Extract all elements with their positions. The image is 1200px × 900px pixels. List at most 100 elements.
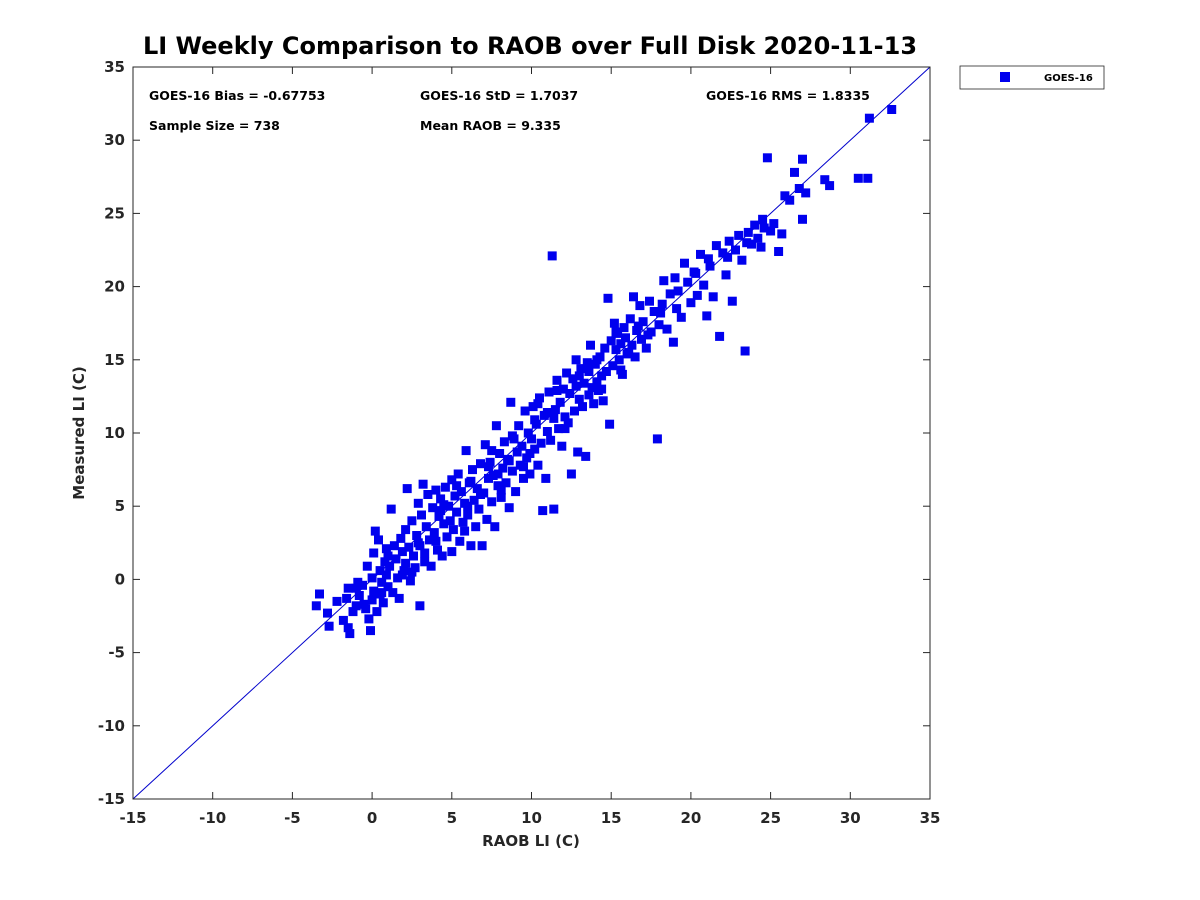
data-point (562, 368, 572, 378)
data-point (774, 247, 784, 256)
data-point (571, 355, 581, 365)
data-point (703, 254, 713, 264)
data-point (490, 522, 500, 532)
data-point (571, 381, 581, 391)
data-point (512, 447, 522, 457)
data-point (472, 484, 482, 494)
y-tick-label: 10 (104, 424, 125, 442)
data-point (638, 317, 648, 327)
data-point (554, 424, 564, 434)
data-point (437, 551, 447, 561)
data-point (372, 607, 382, 617)
x-tick-label: 30 (840, 809, 861, 827)
data-point (452, 481, 462, 491)
data-point (668, 337, 678, 347)
data-point (496, 485, 506, 495)
data-point (345, 629, 355, 639)
data-point (536, 438, 546, 448)
data-point (523, 428, 533, 438)
data-point (798, 214, 807, 224)
data-point (708, 292, 718, 302)
y-tick-label: 25 (104, 204, 125, 222)
data-point (673, 286, 683, 296)
data-point (742, 238, 752, 248)
data-point (863, 173, 873, 183)
data-point (766, 226, 776, 236)
data-point (450, 491, 460, 501)
data-point (864, 113, 874, 123)
y-tick-label: -5 (108, 644, 125, 662)
data-point (343, 623, 353, 633)
data-point (417, 510, 426, 520)
x-axis-ticks: -15 -10 -5 0 5 10 15 20 25 30 35 (119, 67, 940, 827)
data-point (601, 367, 611, 376)
y-tick-label: -10 (98, 717, 125, 735)
data-point (696, 249, 705, 259)
data-point (605, 419, 615, 429)
data-point (705, 261, 715, 271)
legend-label-goes-16: GOES-16 (1044, 73, 1093, 84)
data-point (652, 434, 662, 444)
data-point (487, 497, 497, 507)
y-tick-label: 15 (104, 351, 125, 369)
data-point (552, 386, 562, 395)
x-tick-label: -10 (199, 809, 226, 827)
data-point (578, 402, 587, 412)
x-tick-label: 20 (680, 809, 701, 827)
data-point (517, 441, 527, 451)
x-tick-label: 5 (447, 809, 457, 827)
x-tick-label: 10 (521, 809, 542, 827)
data-point (727, 296, 737, 306)
data-point (415, 601, 425, 611)
data-point (407, 516, 417, 526)
data-point (777, 229, 787, 239)
data-point (731, 245, 740, 255)
data-point (412, 531, 422, 540)
data-point (743, 227, 753, 237)
data-point (496, 492, 506, 502)
data-point (691, 268, 701, 278)
data-point (756, 242, 766, 252)
data-point (614, 355, 624, 365)
data-point (426, 561, 436, 571)
data-point (560, 424, 570, 434)
data-point (587, 383, 597, 393)
data-point (506, 397, 516, 407)
data-point (579, 378, 589, 388)
data-point (474, 504, 484, 514)
data-point (434, 511, 444, 521)
data-point (589, 399, 599, 409)
data-point (493, 469, 503, 479)
x-axis-label: RAOB LI (C) (482, 832, 580, 850)
data-point (444, 501, 454, 511)
data-point (488, 471, 498, 480)
data-point (476, 490, 485, 499)
data-point (801, 188, 811, 198)
data-point (409, 551, 418, 561)
data-point (573, 447, 583, 457)
data-point (370, 526, 380, 536)
data-point (686, 298, 696, 308)
data-point (659, 276, 669, 286)
data-point (383, 582, 393, 592)
data-point (606, 336, 616, 346)
data-point (600, 343, 610, 353)
data-point (514, 421, 524, 431)
data-point (656, 308, 666, 318)
data-point (385, 561, 395, 571)
data-point (820, 175, 830, 185)
data-point (507, 431, 517, 441)
data-point (484, 462, 493, 472)
data-point (750, 220, 760, 230)
data-point (404, 542, 414, 552)
data-point (853, 173, 863, 183)
data-point (466, 476, 476, 486)
plot-area: -15 -10 -5 0 5 10 15 20 25 30 35 -15 -10 -5 0 5 10 15 20 2… (98, 58, 941, 827)
data-point (692, 290, 702, 300)
data-point (570, 406, 579, 416)
data-point (461, 446, 471, 456)
data-point (380, 557, 390, 567)
data-point (397, 570, 407, 580)
data-point (676, 312, 686, 322)
data-point (672, 304, 682, 314)
